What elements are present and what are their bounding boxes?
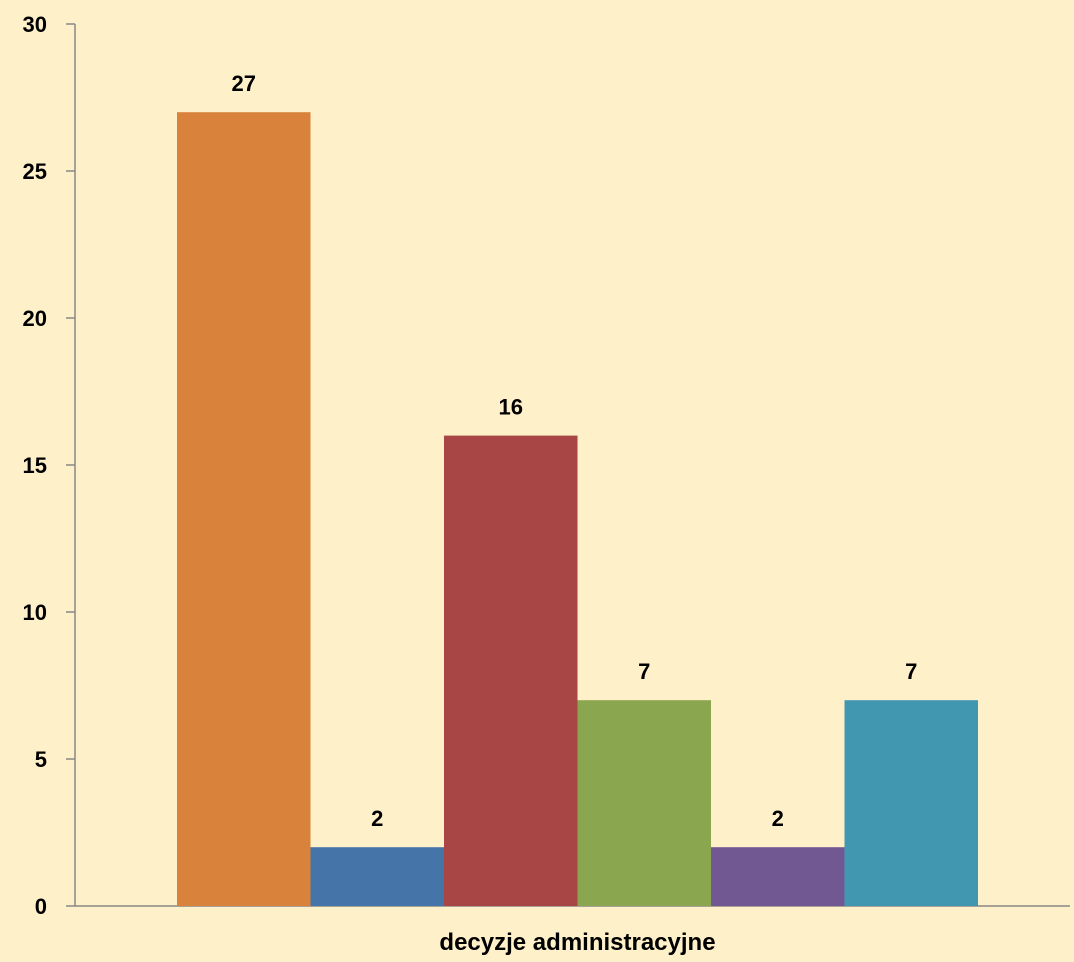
y-tick-label: 15 [23, 453, 47, 478]
bar-value-label: 2 [371, 806, 383, 831]
y-tick-label: 10 [23, 600, 47, 625]
bar [844, 700, 978, 906]
bar [577, 700, 711, 906]
bar-value-label: 7 [905, 659, 917, 684]
bar [177, 112, 311, 906]
bars [177, 112, 978, 906]
y-tick-label: 30 [23, 12, 47, 37]
bar [711, 847, 845, 906]
y-tick-label: 20 [23, 306, 47, 331]
x-category-label: decyzje administracyjne [439, 929, 715, 956]
bar [444, 435, 578, 906]
y-tick-label: 5 [35, 747, 47, 772]
y-axis: 0 5 10 15 20 25 30 [23, 12, 76, 919]
bar-value-label: 2 [772, 806, 784, 831]
bar-value-label: 27 [232, 71, 256, 96]
bar [310, 847, 444, 906]
y-tick-label: 0 [35, 894, 47, 919]
bar-value-label: 16 [499, 395, 523, 420]
y-tick-label: 25 [23, 159, 47, 184]
bar-value-label: 7 [638, 659, 650, 684]
